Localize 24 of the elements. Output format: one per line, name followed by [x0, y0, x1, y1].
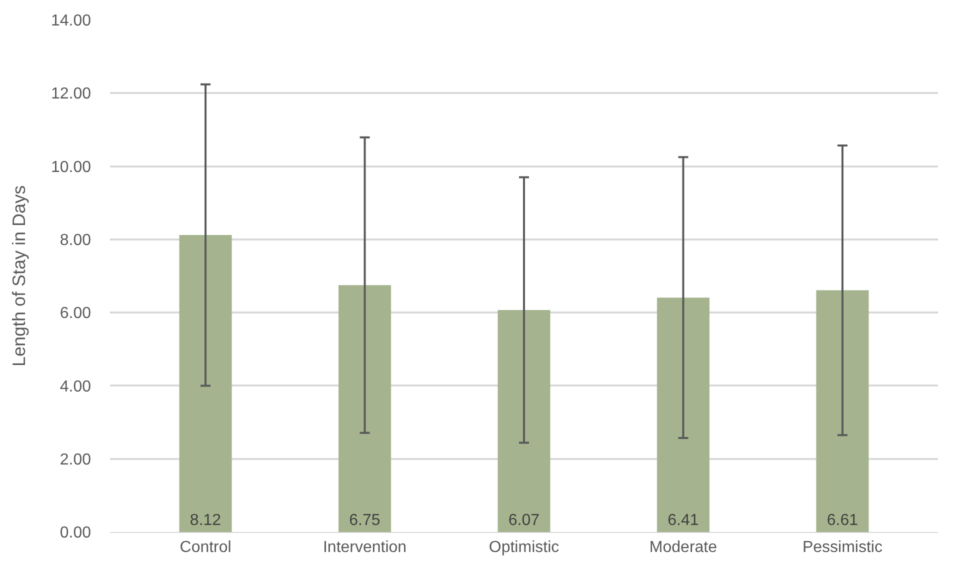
data-label: 6.41 [668, 512, 699, 529]
data-label: 8.12 [190, 512, 222, 529]
x-tick-label: Optimistic [488, 539, 560, 556]
y-tick-label: 4.00 [60, 378, 92, 396]
x-tick-label: Control [180, 539, 232, 556]
bar [338, 285, 392, 532]
x-tick-label: Pessimistic [802, 539, 882, 556]
y-tick-label: 8.00 [60, 232, 92, 250]
y-tick-label: 12.00 [50, 86, 92, 103]
data-label: 6.61 [826, 512, 858, 529]
bar [498, 310, 550, 532]
y-tick-label: 10.00 [50, 158, 92, 176]
data-label: 6.07 [508, 512, 540, 529]
y-tick-label: 0.00 [60, 524, 92, 542]
data-label: 6.75 [349, 512, 380, 529]
y-tick-label: 14.00 [50, 12, 92, 30]
x-tick-label: Intervention [322, 539, 407, 556]
y-axis-title: Length of Stay in Days [9, 185, 30, 367]
x-tick-label: Moderate [649, 539, 718, 556]
bar [179, 235, 232, 532]
y-tick-label: 2.00 [60, 451, 92, 468]
bar [816, 290, 869, 532]
bar [656, 298, 710, 532]
y-tick-label: 6.00 [60, 305, 92, 322]
